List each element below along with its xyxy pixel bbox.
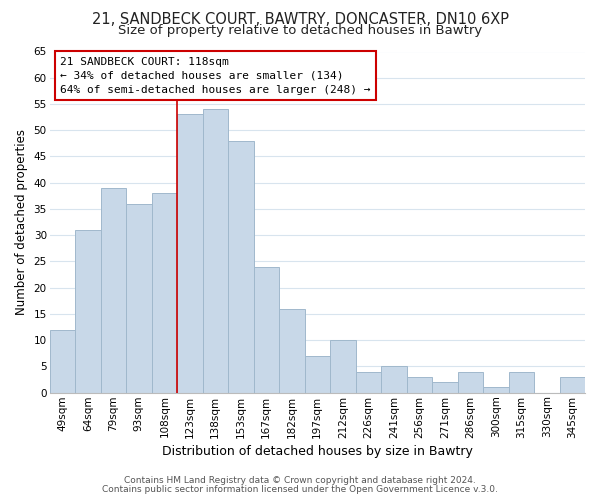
Bar — [483, 388, 509, 392]
X-axis label: Distribution of detached houses by size in Bawtry: Distribution of detached houses by size … — [162, 444, 473, 458]
Bar — [126, 204, 152, 392]
Y-axis label: Number of detached properties: Number of detached properties — [15, 129, 28, 315]
Bar — [177, 114, 203, 392]
Bar — [305, 356, 330, 393]
Bar — [228, 140, 254, 392]
Bar — [50, 330, 75, 392]
Bar — [407, 377, 432, 392]
Bar — [152, 193, 177, 392]
Bar — [279, 308, 305, 392]
Bar — [254, 266, 279, 392]
Bar — [203, 109, 228, 393]
Bar — [458, 372, 483, 392]
Bar — [509, 372, 534, 392]
Text: Size of property relative to detached houses in Bawtry: Size of property relative to detached ho… — [118, 24, 482, 37]
Text: 21, SANDBECK COURT, BAWTRY, DONCASTER, DN10 6XP: 21, SANDBECK COURT, BAWTRY, DONCASTER, D… — [91, 12, 509, 28]
Bar — [432, 382, 458, 392]
Text: Contains public sector information licensed under the Open Government Licence v.: Contains public sector information licen… — [102, 485, 498, 494]
Bar — [381, 366, 407, 392]
Bar — [101, 188, 126, 392]
Bar — [75, 230, 101, 392]
Bar — [356, 372, 381, 392]
Text: Contains HM Land Registry data © Crown copyright and database right 2024.: Contains HM Land Registry data © Crown c… — [124, 476, 476, 485]
Text: 21 SANDBECK COURT: 118sqm
← 34% of detached houses are smaller (134)
64% of semi: 21 SANDBECK COURT: 118sqm ← 34% of detac… — [60, 56, 371, 94]
Bar — [330, 340, 356, 392]
Bar — [560, 377, 585, 392]
